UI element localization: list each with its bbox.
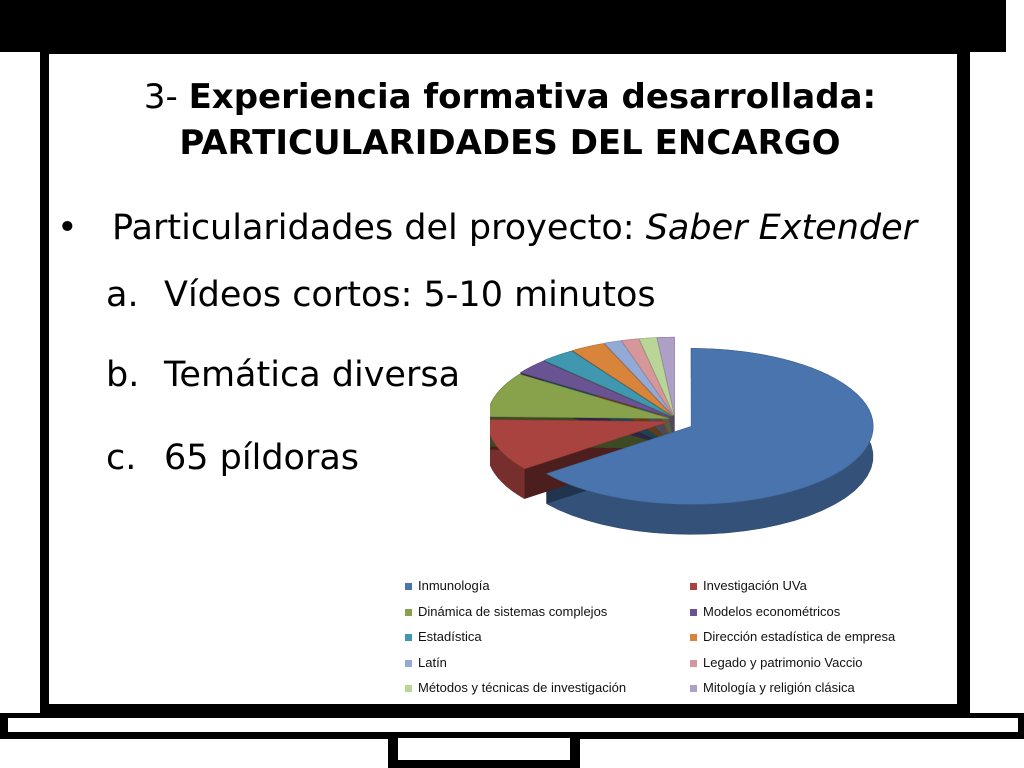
legend-item: Estadística bbox=[405, 629, 482, 644]
bullet-marker: • bbox=[57, 208, 78, 248]
legend-label: Inmunología bbox=[418, 578, 490, 593]
legend-item: Legado y patrimonio Vaccio bbox=[690, 655, 862, 670]
pie-slice bbox=[656, 336, 676, 416]
list-item-marker: a. bbox=[106, 275, 139, 315]
title-prefix: 3- bbox=[143, 77, 189, 117]
projector-screen-top-bar bbox=[0, 0, 1006, 52]
legend-label: Estadística bbox=[418, 629, 482, 644]
pie-slice bbox=[543, 350, 672, 417]
pie-slice bbox=[638, 337, 675, 416]
bullet-text: Particularidades del proyecto: bbox=[112, 208, 646, 248]
list-item-marker: b. bbox=[106, 355, 140, 395]
slide-title: 3- Experiencia formativa desarrollada: P… bbox=[50, 74, 970, 166]
legend-label: Métodos y técnicas de investigación bbox=[418, 680, 627, 695]
legend-label: Latín bbox=[418, 654, 447, 670]
list-item-text: Temática diversa bbox=[164, 355, 461, 395]
legend-swatch bbox=[405, 608, 412, 616]
legend-item: Mitología y religión clásica bbox=[690, 680, 855, 695]
screen-stand-inner bbox=[398, 738, 570, 760]
title-bold: Experiencia formativa desarrollada: bbox=[188, 77, 877, 117]
legend-item: Modelos econométricos bbox=[690, 604, 840, 619]
legend-item: Inmunología bbox=[405, 578, 490, 593]
pie-slice bbox=[490, 373, 670, 419]
top-bar-end bbox=[1006, 0, 1024, 52]
title-line-2: PARTICULARIDADES DEL ENCARGO bbox=[179, 123, 841, 163]
legend-swatch bbox=[690, 608, 697, 616]
legend-label: Legado y patrimonio Vaccio bbox=[703, 654, 863, 670]
legend-swatch bbox=[690, 634, 697, 642]
legend-swatch bbox=[405, 685, 412, 693]
legend-label: Mitología y religión clásica bbox=[703, 680, 855, 695]
main-bullet: • Particularidades del proyecto: Saber Ex… bbox=[57, 208, 917, 248]
pie-chart bbox=[490, 336, 874, 535]
legend-label: Investigación UVa bbox=[703, 578, 807, 593]
list-item-text: Vídeos cortos: 5-10 minutos bbox=[164, 275, 656, 315]
legend-item: Latín bbox=[405, 655, 447, 670]
list-item: c. 65 píldoras bbox=[106, 438, 359, 478]
pie-slice bbox=[519, 360, 671, 418]
legend-swatch bbox=[405, 634, 412, 642]
legend-item: Métodos y técnicas de investigación bbox=[405, 680, 626, 695]
legend-item: Investigación UVa bbox=[690, 578, 807, 593]
legend-swatch bbox=[690, 659, 697, 667]
bullet-italic: Saber Extender bbox=[645, 208, 918, 248]
list-item-text: 65 píldoras bbox=[164, 438, 360, 478]
bottom-bar-inner bbox=[8, 718, 1018, 732]
list-item-marker: c. bbox=[106, 438, 137, 478]
legend-swatch bbox=[405, 583, 412, 591]
legend-item: Dinámica de sistemas complejos bbox=[405, 604, 607, 619]
legend-label: Modelos econométricos bbox=[703, 603, 841, 619]
legend-swatch bbox=[690, 685, 697, 693]
pie-slice bbox=[620, 338, 674, 416]
list-item: a. Vídeos cortos: 5-10 minutos bbox=[106, 275, 656, 315]
pie-slice bbox=[545, 348, 874, 505]
pie-slice bbox=[571, 343, 673, 417]
legend-swatch bbox=[690, 583, 697, 591]
legend-swatch bbox=[405, 659, 412, 667]
pie-slice bbox=[490, 419, 670, 470]
list-item: b. Temática diversa bbox=[106, 355, 460, 395]
pie-slice bbox=[603, 340, 674, 416]
legend-item: Dirección estadística de empresa bbox=[690, 629, 895, 644]
legend-label: Dirección estadística de empresa bbox=[703, 629, 896, 644]
legend-label: Dinámica de sistemas complejos bbox=[418, 603, 608, 619]
